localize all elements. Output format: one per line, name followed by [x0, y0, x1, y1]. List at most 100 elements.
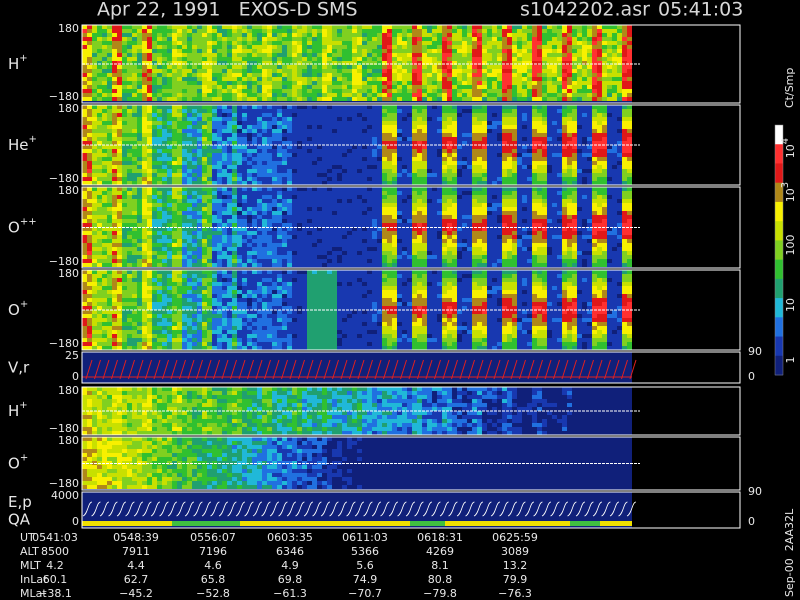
- spectrogram-cell: [142, 61, 147, 65]
- spectrogram-cell: [212, 199, 217, 203]
- spectrogram-cell: [127, 169, 132, 173]
- spectrogram-cell: [442, 153, 447, 157]
- spectrogram-cell: [507, 181, 512, 185]
- spectrogram-cell: [487, 141, 492, 145]
- spectrogram-cell: [472, 105, 477, 109]
- spectrogram-cell: [382, 165, 387, 169]
- spectrogram-cell: [577, 109, 582, 113]
- spectrogram-cell: [432, 121, 437, 125]
- spectrogram-cell: [117, 25, 122, 29]
- spectrogram-cell: [227, 97, 232, 101]
- spectrogram-cell: [317, 109, 322, 113]
- spectrogram-cell: [172, 117, 177, 121]
- spectrogram-cell: [172, 195, 177, 199]
- spectrogram-cell: [572, 93, 577, 97]
- spectrogram-cell: [482, 161, 487, 165]
- y-tick-label: 180: [58, 102, 79, 115]
- spectrogram-cell: [112, 153, 117, 157]
- spectrogram-cell: [217, 141, 222, 145]
- spectrogram-cell: [202, 33, 207, 37]
- spectrogram-cell: [467, 129, 472, 133]
- spectrogram-cell: [247, 129, 252, 133]
- spectrogram-cell: [442, 93, 447, 97]
- spectrogram-cell: [177, 65, 182, 69]
- spectrogram-cell: [382, 133, 387, 137]
- spectrogram-cell: [232, 207, 237, 211]
- spectrogram-cell: [547, 145, 552, 149]
- spectrogram-cell: [587, 105, 592, 109]
- spectrogram-cell: [522, 41, 527, 45]
- spectrogram-cell: [282, 25, 287, 29]
- spectrogram-cell: [82, 57, 87, 61]
- spectrogram-cell: [252, 89, 257, 93]
- spectrogram-cell: [117, 223, 122, 227]
- spectrogram-cell: [482, 97, 487, 101]
- spectrogram-cell: [112, 29, 117, 33]
- spectrogram-cell: [257, 191, 262, 195]
- spectrogram-cell: [267, 255, 272, 259]
- spectrogram-cell: [267, 215, 272, 219]
- spectrogram-cell: [447, 29, 452, 33]
- spectrogram-cell: [102, 255, 107, 259]
- spectrogram-cell: [167, 259, 172, 263]
- spectrogram-cell: [222, 255, 227, 259]
- spectrogram-cell: [452, 141, 457, 145]
- spectrogram-cell: [422, 49, 427, 53]
- spectrogram-cell: [357, 173, 362, 177]
- spectrogram-cell: [232, 53, 237, 57]
- time: 05:41:03: [658, 0, 743, 21]
- spectrogram-cell: [607, 133, 612, 137]
- spectrogram-cell: [247, 247, 252, 251]
- spectrogram-cell: [492, 25, 497, 29]
- spectrogram-cell: [352, 141, 357, 145]
- spectrogram-cell: [432, 125, 437, 129]
- spectrogram-cell: [187, 37, 192, 41]
- spectrogram-cell: [292, 37, 297, 41]
- spectrogram-cell: [287, 85, 292, 89]
- spectrogram-cell: [172, 85, 177, 89]
- spectrogram-cell: [477, 145, 482, 149]
- spectrogram-cell: [542, 93, 547, 97]
- spectrogram-cell: [277, 33, 282, 37]
- spectrogram-cell: [297, 45, 302, 49]
- spectrogram-cell: [242, 53, 247, 57]
- spectrogram-cell: [432, 149, 437, 153]
- spectrogram-cell: [142, 133, 147, 137]
- spectrogram-cell: [247, 25, 252, 29]
- spectrogram-cell: [397, 69, 402, 73]
- spectrogram-cell: [112, 129, 117, 133]
- spectrogram-cell: [117, 133, 122, 137]
- spectrogram-cell: [517, 65, 522, 69]
- spectrogram-cell: [92, 207, 97, 211]
- spectrogram-cell: [322, 149, 327, 153]
- spectrogram-cell: [287, 165, 292, 169]
- spectrogram-cell: [392, 61, 397, 65]
- spectrogram-cell: [502, 153, 507, 157]
- spectrogram-cell: [92, 73, 97, 77]
- spectrogram-cell: [142, 263, 147, 267]
- spectrogram-cell: [432, 73, 437, 77]
- spectrogram-cell: [177, 247, 182, 251]
- spectrogram-cell: [267, 49, 272, 53]
- spectrogram-cell: [177, 263, 182, 267]
- spectrogram-cell: [82, 53, 87, 57]
- spectrogram-cell: [152, 211, 157, 215]
- spectrogram-cell: [217, 259, 222, 263]
- spectrogram-cell: [517, 173, 522, 177]
- spectrogram-cell: [602, 37, 607, 41]
- spectrogram-cell: [222, 199, 227, 203]
- spectrogram-cell: [552, 53, 557, 57]
- spectrogram-cell: [82, 69, 87, 73]
- spectrogram-cell: [287, 81, 292, 85]
- spectrogram-cell: [212, 49, 217, 53]
- spectrogram-cell: [542, 105, 547, 109]
- spectrogram-cell: [497, 125, 502, 129]
- spectrogram-cell: [352, 49, 357, 53]
- spectrogram-cell: [267, 239, 272, 243]
- spectrogram-cell: [337, 157, 342, 161]
- spectrogram-cell: [122, 149, 127, 153]
- spectrogram-cell: [417, 149, 422, 153]
- spectrogram-cell: [132, 161, 137, 165]
- spectrogram-cell: [367, 121, 372, 125]
- spectrogram-cell: [102, 259, 107, 263]
